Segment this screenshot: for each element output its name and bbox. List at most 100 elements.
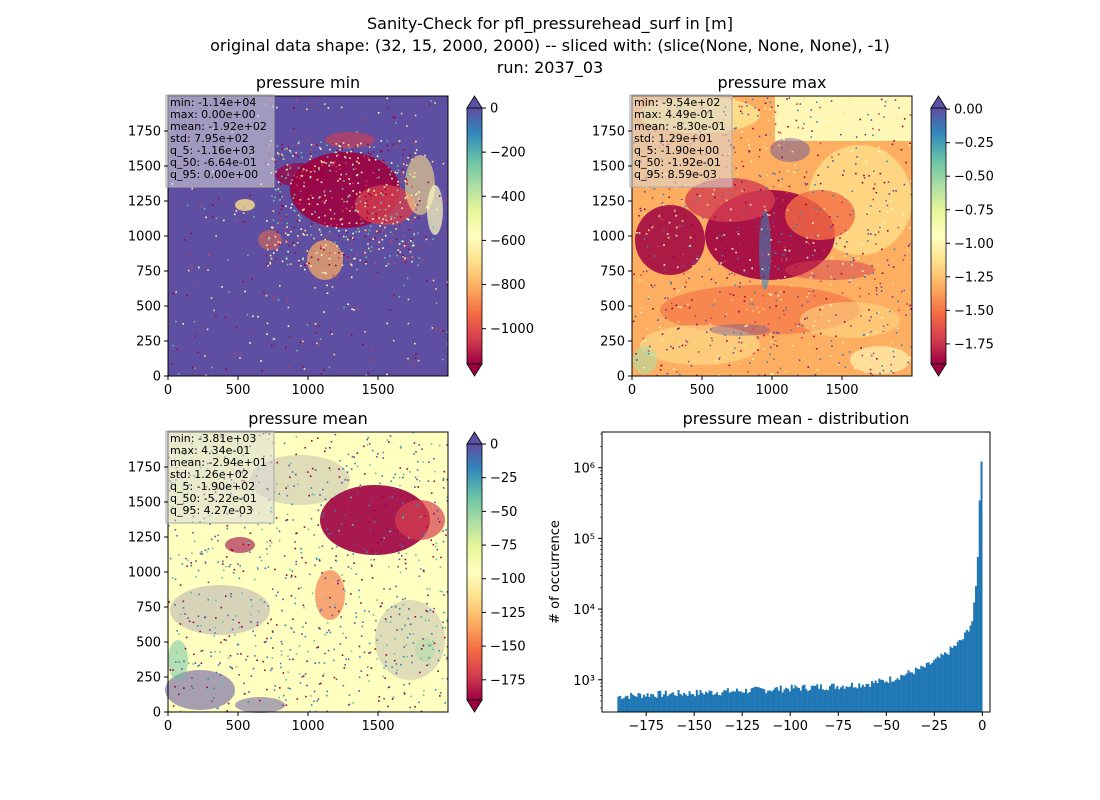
heatmap-cell bbox=[371, 212, 374, 215]
heatmap-cell bbox=[279, 190, 282, 193]
heatmap-cell bbox=[390, 218, 393, 220]
histogram-bar bbox=[741, 692, 744, 712]
histogram-bar bbox=[867, 684, 870, 712]
heatmap-cell bbox=[435, 328, 437, 330]
heatmap-cell bbox=[425, 609, 428, 612]
heatmap-cell bbox=[643, 366, 645, 369]
heatmap-cell bbox=[442, 162, 445, 165]
heatmap-cell bbox=[243, 221, 246, 223]
heatmap-cell bbox=[335, 678, 338, 681]
heatmap-cell bbox=[417, 264, 419, 266]
heatmap-cell bbox=[829, 355, 832, 357]
heatmap-cell bbox=[396, 530, 399, 532]
heatmap-cell bbox=[297, 155, 299, 158]
histogram-bar bbox=[710, 691, 713, 712]
heatmap-cell bbox=[754, 106, 756, 109]
heatmap-cell bbox=[262, 660, 265, 663]
heatmap-cell bbox=[278, 493, 281, 495]
heatmap-cell bbox=[285, 256, 288, 259]
heatmap-cell bbox=[658, 326, 661, 329]
heatmap-cell bbox=[192, 531, 194, 534]
heatmap-cell bbox=[192, 687, 194, 689]
heatmap-cell bbox=[313, 143, 315, 146]
heatmap-cell bbox=[446, 591, 449, 593]
heatmap-cell bbox=[270, 226, 273, 229]
heatmap-cell bbox=[684, 304, 686, 307]
heatmap-cell bbox=[415, 140, 417, 143]
heatmap-cell bbox=[402, 516, 404, 519]
heatmap-cell bbox=[213, 687, 216, 690]
heatmap-cell bbox=[316, 144, 318, 146]
heatmap-cell bbox=[699, 195, 701, 197]
heatmap-cell bbox=[375, 509, 377, 512]
heatmap-cell bbox=[707, 345, 709, 348]
histogram-bar bbox=[898, 679, 901, 712]
heatmap-cell bbox=[344, 175, 347, 178]
heatmap-cell bbox=[282, 704, 284, 707]
heatmap-cell bbox=[330, 440, 333, 443]
heatmap-cell bbox=[851, 150, 853, 152]
heatmap-cell bbox=[271, 630, 274, 632]
heatmap-cell bbox=[306, 323, 309, 326]
heatmap-cell bbox=[303, 234, 305, 236]
y-tick-label: 1000 bbox=[592, 230, 625, 245]
heatmap-cell bbox=[367, 213, 369, 216]
heatmap-cell bbox=[318, 627, 320, 629]
heatmap-cell bbox=[310, 155, 313, 158]
histogram-bar bbox=[860, 687, 863, 712]
heatmap-cell bbox=[432, 238, 434, 240]
heatmap-cell bbox=[888, 193, 891, 195]
y-tick-label: 0 bbox=[153, 706, 161, 721]
heatmap-cell bbox=[375, 216, 377, 219]
heatmap-cell bbox=[677, 290, 680, 292]
heatmap-cell bbox=[358, 195, 361, 198]
heatmap-cell bbox=[267, 622, 269, 625]
heatmap-cell bbox=[272, 252, 275, 254]
heatmap-cell bbox=[306, 262, 308, 265]
heatmap-cell bbox=[314, 287, 316, 289]
heatmap-cell bbox=[348, 194, 351, 197]
heatmap-cell bbox=[871, 172, 874, 174]
heatmap-cell bbox=[690, 364, 693, 367]
heatmap-cell bbox=[334, 252, 336, 254]
heatmap-cell bbox=[875, 126, 878, 128]
heatmap-cell bbox=[381, 475, 384, 477]
y-tick-label: 1000 bbox=[128, 566, 161, 581]
heatmap-cell bbox=[656, 374, 658, 377]
heatmap-cell bbox=[200, 624, 202, 627]
heatmap-cell bbox=[277, 241, 280, 243]
heatmap-cell bbox=[446, 284, 449, 286]
heatmap-cell bbox=[815, 235, 817, 238]
heatmap-cell bbox=[352, 182, 354, 185]
heatmap-cell bbox=[664, 297, 666, 299]
heatmap-cell bbox=[368, 680, 370, 682]
heatmap-cell bbox=[345, 229, 347, 232]
heatmap-cell bbox=[377, 176, 380, 179]
heatmap-cell bbox=[849, 260, 852, 263]
heatmap-cell bbox=[214, 650, 216, 653]
heatmap-cell bbox=[849, 117, 851, 120]
heatmap-cell bbox=[258, 699, 261, 702]
heatmap-cell bbox=[420, 710, 423, 713]
heatmap-cell bbox=[832, 160, 834, 162]
heatmap-cell bbox=[407, 248, 410, 251]
heatmap-cell bbox=[284, 148, 286, 151]
heatmap-cell bbox=[440, 556, 442, 559]
heatmap-cell bbox=[343, 306, 345, 309]
heatmap-cell bbox=[358, 690, 360, 692]
y-tick-label: 250 bbox=[136, 335, 161, 350]
colorbar-tick-label: −50 bbox=[490, 505, 517, 520]
heatmap-cell bbox=[666, 233, 669, 235]
heatmap-cell bbox=[313, 700, 315, 702]
heatmap-cell bbox=[295, 99, 298, 102]
heatmap-cell bbox=[882, 330, 885, 333]
heatmap-cell bbox=[386, 439, 389, 441]
heatmap-cell bbox=[720, 262, 723, 264]
heatmap-cell bbox=[295, 473, 297, 476]
heatmap-cell bbox=[286, 263, 289, 266]
heatmap-cell bbox=[231, 549, 234, 552]
heatmap-cell bbox=[184, 613, 186, 615]
heatmap-cell bbox=[385, 264, 388, 267]
heatmap-cell bbox=[338, 257, 340, 259]
heatmap-cell bbox=[909, 114, 912, 116]
